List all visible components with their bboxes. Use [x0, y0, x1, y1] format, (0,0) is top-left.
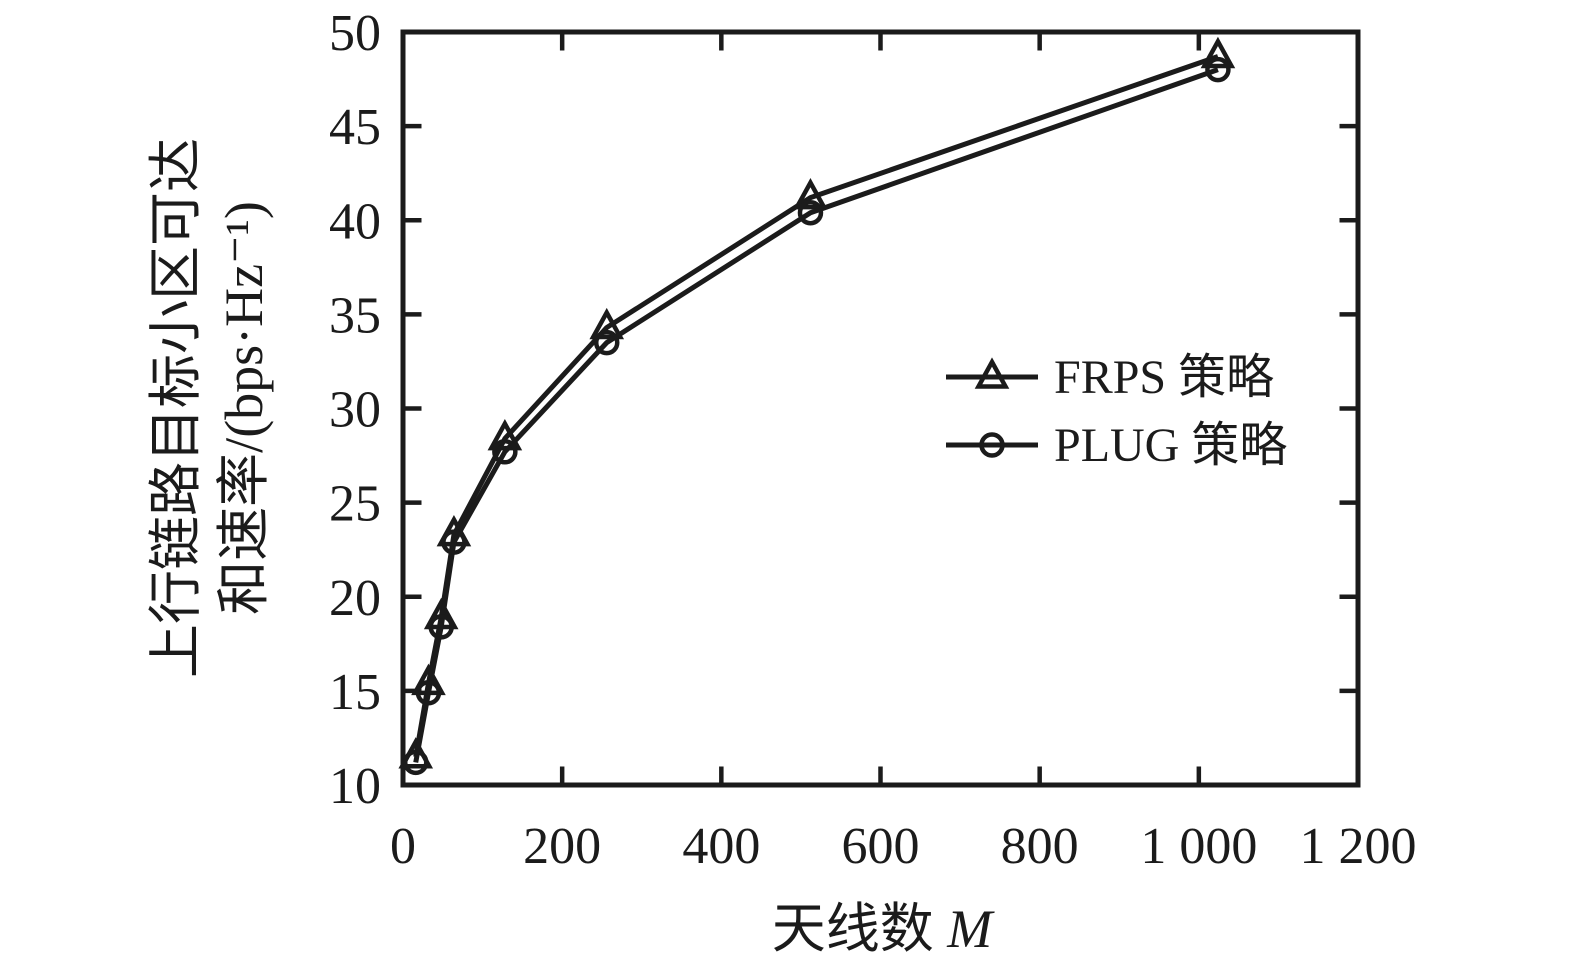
plot-border — [400, 29, 1361, 788]
y-axis-label-line1: 上行链路目标小区可达 — [145, 138, 206, 678]
data-point-frps-triangle-icon — [589, 307, 625, 340]
y-tick-label: 40 — [329, 193, 381, 250]
y-tick-label: 45 — [329, 99, 381, 156]
legend-circle-icon — [979, 432, 1005, 458]
legend-label-frps: FRPS 策略 — [1054, 351, 1274, 404]
x-tick-label: 200 — [523, 818, 601, 875]
data-point-plug-circle-icon — [492, 439, 518, 465]
y-tick-label: 20 — [329, 570, 381, 627]
x-tick-label: 600 — [842, 818, 920, 875]
y-tick-label: 10 — [329, 758, 381, 815]
data-point-frps-triangle-icon — [1200, 36, 1236, 69]
x-tick-label: 0 — [390, 818, 416, 875]
series-line-frps — [413, 54, 1219, 758]
data-point-frps-triangle-icon — [487, 418, 523, 451]
x-tick-label: 1 000 — [1140, 818, 1257, 875]
legend-label-plug: PLUG 策略 — [1054, 419, 1287, 472]
y-tick-label: 15 — [329, 664, 381, 721]
data-point-plug-circle-icon — [402, 749, 429, 776]
y-tick-label: 35 — [329, 287, 381, 344]
y-tick-label: 25 — [329, 476, 381, 533]
y-tick-label: 50 — [329, 5, 381, 62]
legend-triangle-icon — [974, 357, 1010, 389]
data-point-frps-triangle-icon — [793, 177, 828, 210]
legend-entry-plug: PLUG 策略 — [946, 419, 1287, 472]
series-plug — [402, 56, 1231, 776]
x-axis: 0 200 400 600 800 1 000 1 200 — [390, 34, 1417, 875]
x-axis-label-symbol: M — [947, 899, 993, 959]
series-line-plug — [413, 67, 1219, 763]
data-point-plug-circle-icon — [428, 614, 454, 640]
data-point-plug-circle-icon — [1205, 56, 1231, 83]
data-point-plug-circle-icon — [593, 329, 620, 356]
data-point-plug-circle-icon — [797, 199, 824, 226]
x-axis-label-text: 天线数 — [771, 899, 934, 959]
legend: FRPS 策略 PLUG 策略 — [946, 351, 1287, 472]
data-point-plug-circle-icon — [415, 680, 442, 706]
data-point-plug-circle-icon — [441, 529, 467, 555]
y-axis-label-line2: 和速率/(bps·Hz⁻¹) — [214, 201, 274, 615]
y-tick-label: 30 — [329, 382, 381, 439]
x-axis-label: 天线数 M — [772, 884, 992, 961]
y-axis-label: 上行链路目标小区可达 和速率/(bps·Hz⁻¹) — [142, 138, 278, 678]
x-tick-label: 400 — [682, 818, 760, 875]
x-tick-label: 800 — [1001, 818, 1079, 875]
legend-entry-frps: FRPS 策略 — [946, 351, 1274, 404]
y-axis: 10 15 20 25 30 35 40 45 50 — [329, 5, 1356, 815]
x-tick-label: 1 200 — [1300, 818, 1417, 875]
